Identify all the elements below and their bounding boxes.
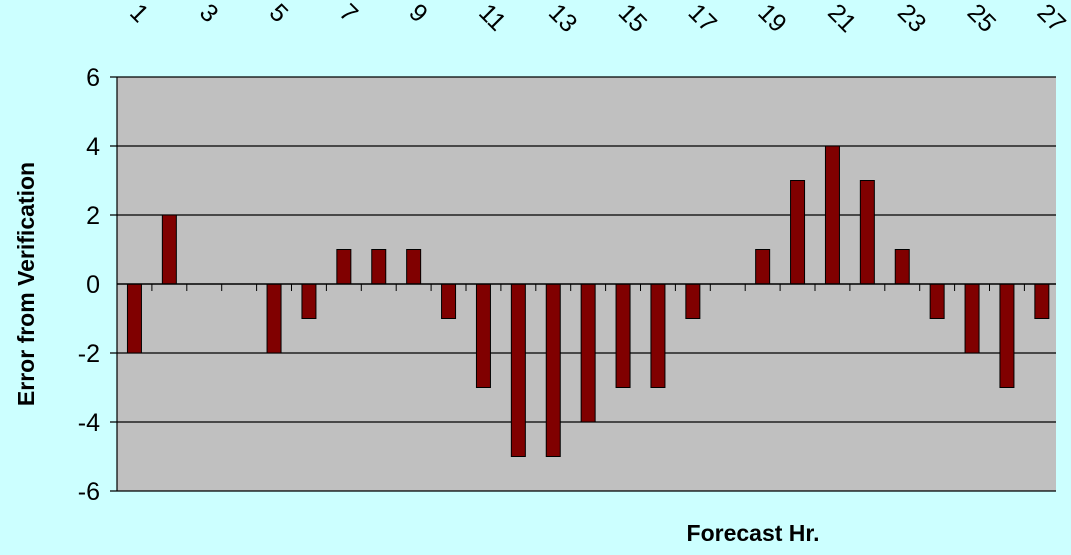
bar-hr-10 (441, 283, 457, 319)
bar-hr-6 (301, 283, 317, 319)
bar-hr-12 (510, 283, 526, 457)
x-tick-label: 3 (194, 0, 224, 28)
x-tick-label: 1 (124, 0, 154, 28)
y-tick-label: -6 (78, 478, 100, 506)
y-tick-label: -4 (78, 409, 100, 437)
bar-hr-14 (580, 283, 596, 423)
x-tick-label: 17 (683, 0, 722, 38)
bar-hr-26 (999, 283, 1015, 388)
x-tick-label: 9 (403, 0, 433, 28)
bar-hr-22 (859, 180, 875, 285)
y-tick-label: 6 (86, 64, 100, 92)
bar-hr-2 (161, 214, 177, 285)
bar-hr-21 (824, 145, 840, 285)
x-tick-label: 21 (822, 0, 861, 38)
y-tick-label: 4 (86, 133, 100, 161)
x-axis-title: Forecast Hr. (687, 520, 820, 546)
x-tick-label: 27 (1032, 0, 1071, 38)
bars (126, 145, 1050, 457)
bar-hr-15 (615, 283, 631, 388)
x-tick-marks (116, 284, 1025, 291)
bar-hr-8 (371, 249, 387, 285)
x-tick-label: 13 (543, 0, 582, 38)
bar-hr-27 (1034, 283, 1050, 319)
bar-hr-9 (406, 249, 422, 285)
bar-hr-13 (545, 283, 561, 457)
bar-hr-19 (755, 249, 771, 285)
x-tick-label: 25 (962, 0, 1001, 38)
y-axis-title: Error from Verification (13, 162, 39, 406)
bar-hr-23 (894, 249, 910, 285)
bar-hr-7 (336, 249, 352, 285)
y-tick-label: 0 (86, 271, 100, 299)
bar-hr-25 (964, 283, 980, 354)
bar-hr-17 (685, 283, 701, 319)
bar-hr-16 (650, 283, 666, 388)
bar-hr-24 (929, 283, 945, 319)
y-tick-label: 2 (86, 202, 100, 230)
x-tick-labels: 1 3 5 7 9 11 13 15 17 19 21 23 25 27 (124, 0, 1071, 38)
bar-hr-11 (475, 283, 491, 388)
x-tick-label: 7 (334, 0, 364, 28)
bar-hr-5 (266, 283, 282, 354)
x-tick-label: 11 (473, 0, 511, 37)
x-tick-label: 15 (613, 0, 652, 38)
x-tick-label: 5 (264, 0, 294, 28)
y-tick-labels: 6 4 2 0 -2 -4 -6 (78, 64, 100, 506)
bar-hr-1 (126, 283, 142, 354)
bar-hr-20 (790, 180, 806, 285)
x-tick-label: 19 (752, 0, 791, 38)
y-tick-label: -2 (78, 340, 100, 368)
x-tick-label: 23 (892, 0, 931, 38)
